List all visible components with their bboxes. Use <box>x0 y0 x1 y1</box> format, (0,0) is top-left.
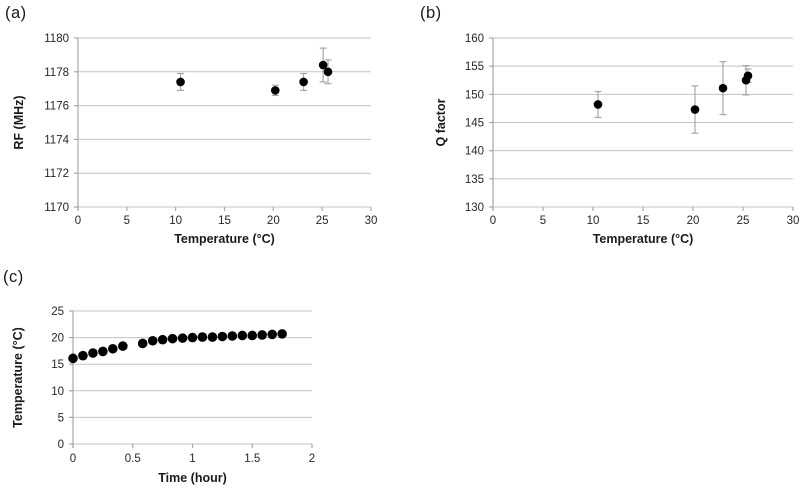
panel-label-c: (c) <box>3 268 24 286</box>
data-point <box>743 71 753 81</box>
data-point <box>98 346 108 357</box>
tick-labels: 1170 1172 1174 1176 1178 1180 0 5 10 15 20 25 30 <box>44 33 377 227</box>
x-tick-label: 2 <box>309 453 315 465</box>
y-tick-label: 1176 <box>44 101 69 113</box>
y-tick-label: 20 <box>51 333 64 345</box>
x-tick-label: 20 <box>687 215 700 227</box>
data-point <box>299 77 308 87</box>
data-point <box>270 86 280 95</box>
data-point <box>177 333 188 343</box>
y-tick-label: 1180 <box>44 33 69 45</box>
data-point <box>247 330 258 341</box>
x-tick-label: 0 <box>75 215 81 227</box>
x-axis-title: Temperature (°C) <box>174 232 275 246</box>
y-axis-title: Q factor <box>434 98 448 146</box>
tick-labels: 0 5 10 15 20 25 0 0.5 1 1.5 2 <box>51 306 315 465</box>
x-tick-label: 15 <box>218 215 231 227</box>
x-tick-label: 5 <box>124 215 130 227</box>
x-tick-label: 15 <box>637 215 650 227</box>
y-tick-label: 160 <box>465 33 484 45</box>
y-tick-label: 5 <box>58 412 64 424</box>
x-tick-label: 25 <box>316 215 329 227</box>
axes <box>489 37 794 211</box>
data-point <box>197 332 208 342</box>
data-point <box>78 350 88 361</box>
data-point <box>147 335 158 346</box>
axes <box>69 310 313 448</box>
x-tick-label: 20 <box>267 215 280 227</box>
chart-qfactor-vs-temperature: 130 135 140 145 150 155 160 0 5 10 15 20 25 30 Tempera… <box>434 33 800 246</box>
data-point <box>137 338 148 349</box>
chart-rf-vs-temperature: 1170 1172 1174 1176 1178 1180 0 5 10 15 20 25 30 Temp… <box>12 33 377 246</box>
y-tick-label: 1174 <box>44 134 69 146</box>
data-point <box>68 353 78 364</box>
panel-label-a: (a) <box>5 4 27 22</box>
x-tick-label: 0 <box>490 215 496 227</box>
x-tick-label: 30 <box>365 215 378 227</box>
y-tick-label: 25 <box>51 306 64 318</box>
data-points <box>593 71 753 114</box>
chart-temperature-vs-time: 0 5 10 15 20 25 0 0.5 1 1.5 2 Time (hour) Temperatur… <box>11 306 315 485</box>
data-point <box>107 343 118 354</box>
y-tick-label: 150 <box>465 89 484 101</box>
data-point <box>187 332 198 343</box>
y-axis-title: Temperature (°C) <box>11 327 25 428</box>
x-tick-label: 10 <box>169 215 182 227</box>
x-tick-label: 30 <box>787 215 800 227</box>
x-axis-title: Temperature (°C) <box>593 232 694 246</box>
gridlines <box>73 310 312 445</box>
x-tick-label: 0 <box>70 453 76 465</box>
y-tick-label: 1178 <box>44 67 69 79</box>
gridlines <box>493 37 793 208</box>
data-point <box>118 341 128 351</box>
axes <box>74 37 372 211</box>
panel-label-b: (b) <box>420 4 442 22</box>
data-points <box>68 329 287 364</box>
data-point <box>257 330 267 340</box>
data-point <box>237 330 248 341</box>
y-tick-label: 135 <box>465 174 484 186</box>
data-point <box>207 332 218 342</box>
y-tick-label: 145 <box>465 118 484 130</box>
data-point <box>176 77 185 87</box>
data-point <box>718 83 728 93</box>
data-point <box>593 100 603 109</box>
x-tick-label: 25 <box>737 215 750 227</box>
data-point <box>323 67 333 77</box>
data-point <box>318 60 328 70</box>
data-point <box>88 348 98 358</box>
data-point <box>267 329 278 340</box>
y-axis-title: RF (MHz) <box>12 95 26 149</box>
x-tick-label: 5 <box>540 215 546 227</box>
data-point <box>157 334 168 345</box>
data-points <box>176 60 333 95</box>
data-point <box>167 333 178 344</box>
y-tick-label: 155 <box>465 61 484 73</box>
x-tick-label: 0.5 <box>125 453 141 465</box>
y-tick-label: 1172 <box>44 168 69 180</box>
x-axis-title: Time (hour) <box>158 471 227 485</box>
data-point <box>690 105 700 114</box>
data-point <box>277 329 287 339</box>
y-tick-label: 130 <box>465 202 484 214</box>
y-tick-label: 140 <box>465 146 484 158</box>
data-point <box>227 331 238 341</box>
y-tick-label: 15 <box>51 359 64 371</box>
x-tick-label: 1 <box>189 453 195 465</box>
x-tick-label: 10 <box>587 215 600 227</box>
x-tick-label: 1.5 <box>244 453 260 465</box>
tick-labels: 130 135 140 145 150 155 160 0 5 10 15 20 25 30 <box>465 33 800 227</box>
y-tick-label: 0 <box>58 439 64 451</box>
data-point <box>217 331 228 342</box>
y-tick-label: 10 <box>51 386 64 398</box>
y-tick-label: 1170 <box>44 202 69 214</box>
